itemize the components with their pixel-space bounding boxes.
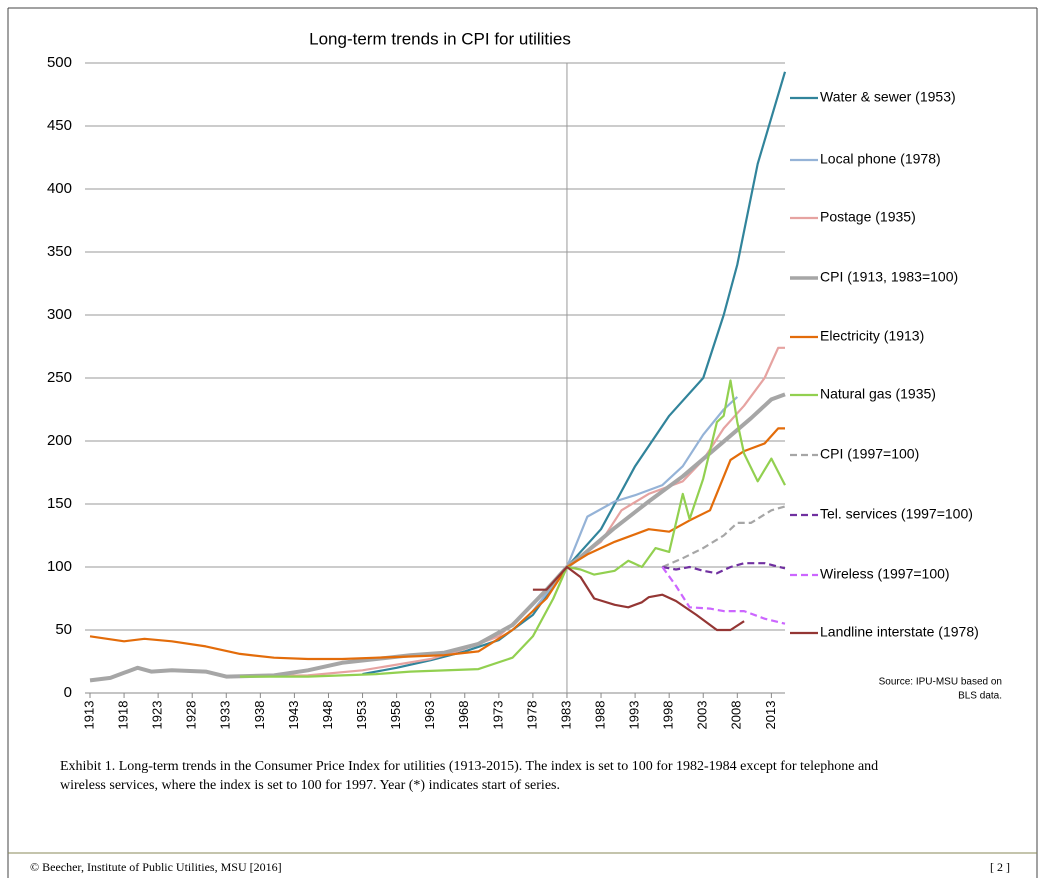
y-tick-label: 0 bbox=[64, 684, 72, 701]
y-tick-label: 350 bbox=[47, 243, 72, 260]
source: BLS data. bbox=[958, 691, 1002, 702]
x-tick-label: 1983 bbox=[558, 701, 573, 730]
x-tick-label: 1923 bbox=[150, 701, 165, 730]
x-tick-label: 2008 bbox=[729, 701, 744, 730]
x-tick-label: 1978 bbox=[524, 701, 539, 730]
x-tick-label: 1948 bbox=[320, 701, 335, 730]
x-tick-label: 1963 bbox=[422, 701, 437, 730]
y-tick-label: 150 bbox=[47, 495, 72, 512]
x-tick-label: 1913 bbox=[81, 701, 96, 730]
x-tick-label: 1988 bbox=[592, 701, 607, 730]
x-tick-label: 1993 bbox=[627, 701, 642, 730]
y-tick-label: 400 bbox=[47, 180, 72, 197]
series-line bbox=[532, 396, 739, 612]
series-line bbox=[662, 562, 786, 575]
series-line bbox=[661, 505, 786, 569]
x-tick-label: 1918 bbox=[116, 701, 131, 730]
y-tick-label: 200 bbox=[47, 432, 72, 449]
caption: Exhibit 1. Long-term trends in the Consu… bbox=[60, 759, 878, 774]
x-tick-label: 1933 bbox=[218, 701, 233, 730]
series-line bbox=[89, 392, 786, 683]
x-tick-label: 1953 bbox=[354, 701, 369, 730]
y-tick-label: 300 bbox=[47, 306, 72, 323]
legend-label: CPI (1913, 1983=100) bbox=[820, 269, 958, 285]
x-tick-label: 2003 bbox=[695, 701, 710, 730]
footer-left: © Beecher, Institute of Public Utilities… bbox=[30, 860, 282, 874]
y-tick-label: 50 bbox=[55, 621, 72, 638]
legend-label: Postage (1935) bbox=[820, 209, 916, 225]
chart-title: Long-term trends in CPI for utilities bbox=[309, 29, 571, 48]
x-tick-label: 1943 bbox=[286, 701, 301, 730]
x-tick-label: 2013 bbox=[763, 701, 778, 730]
y-tick-label: 450 bbox=[47, 117, 72, 134]
legend-label: Landline interstate (1978) bbox=[820, 624, 979, 640]
series-line bbox=[362, 71, 787, 676]
legend-label: Electricity (1913) bbox=[820, 328, 924, 344]
y-tick-label: 100 bbox=[47, 558, 72, 575]
series-line bbox=[239, 346, 785, 678]
caption: wireless services, where the index is se… bbox=[60, 778, 560, 793]
x-tick-label: 1973 bbox=[490, 701, 505, 730]
legend-label: CPI (1997=100) bbox=[820, 446, 919, 462]
y-tick-label: 500 bbox=[47, 54, 72, 71]
x-tick-label: 1958 bbox=[388, 701, 403, 730]
x-tick-label: 1998 bbox=[661, 701, 676, 730]
series-line bbox=[661, 566, 786, 625]
legend-label: Local phone (1978) bbox=[820, 151, 941, 167]
series-line bbox=[239, 379, 786, 678]
footer-right: [ 2 ] bbox=[990, 860, 1010, 874]
source: Source: IPU-MSU based on bbox=[879, 677, 1002, 688]
legend-label: Tel. services (1997=100) bbox=[820, 506, 973, 522]
y-tick-label: 250 bbox=[47, 369, 72, 386]
legend-label: Natural gas (1935) bbox=[820, 386, 936, 402]
x-tick-label: 1928 bbox=[184, 701, 199, 730]
x-tick-label: 1938 bbox=[252, 701, 267, 730]
legend-label: Water & sewer (1953) bbox=[820, 89, 956, 105]
series-line bbox=[89, 427, 785, 661]
series-line bbox=[532, 565, 745, 632]
legend-label: Wireless (1997=100) bbox=[820, 566, 950, 582]
x-tick-label: 1968 bbox=[456, 701, 471, 730]
